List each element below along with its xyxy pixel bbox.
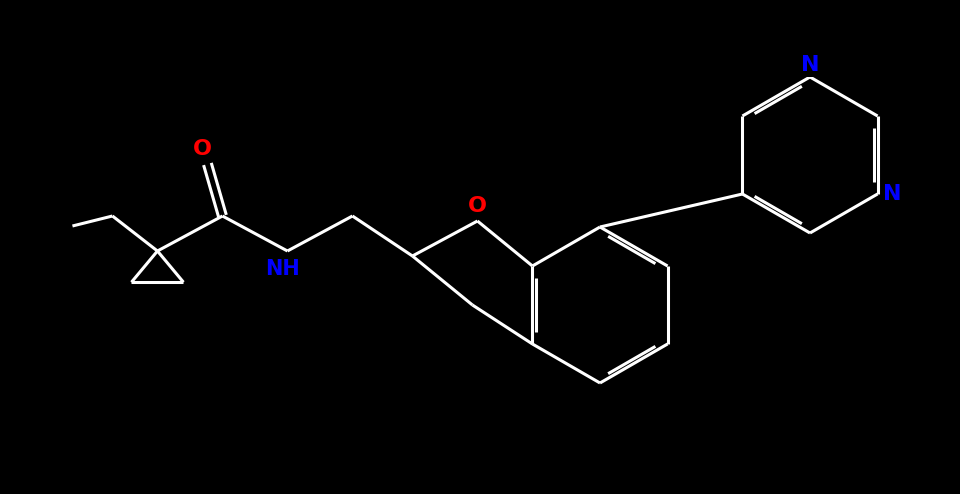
- Text: N: N: [801, 55, 819, 75]
- Text: N: N: [883, 184, 901, 204]
- Text: O: O: [193, 139, 212, 159]
- Text: O: O: [468, 196, 487, 216]
- Text: NH: NH: [265, 259, 300, 279]
